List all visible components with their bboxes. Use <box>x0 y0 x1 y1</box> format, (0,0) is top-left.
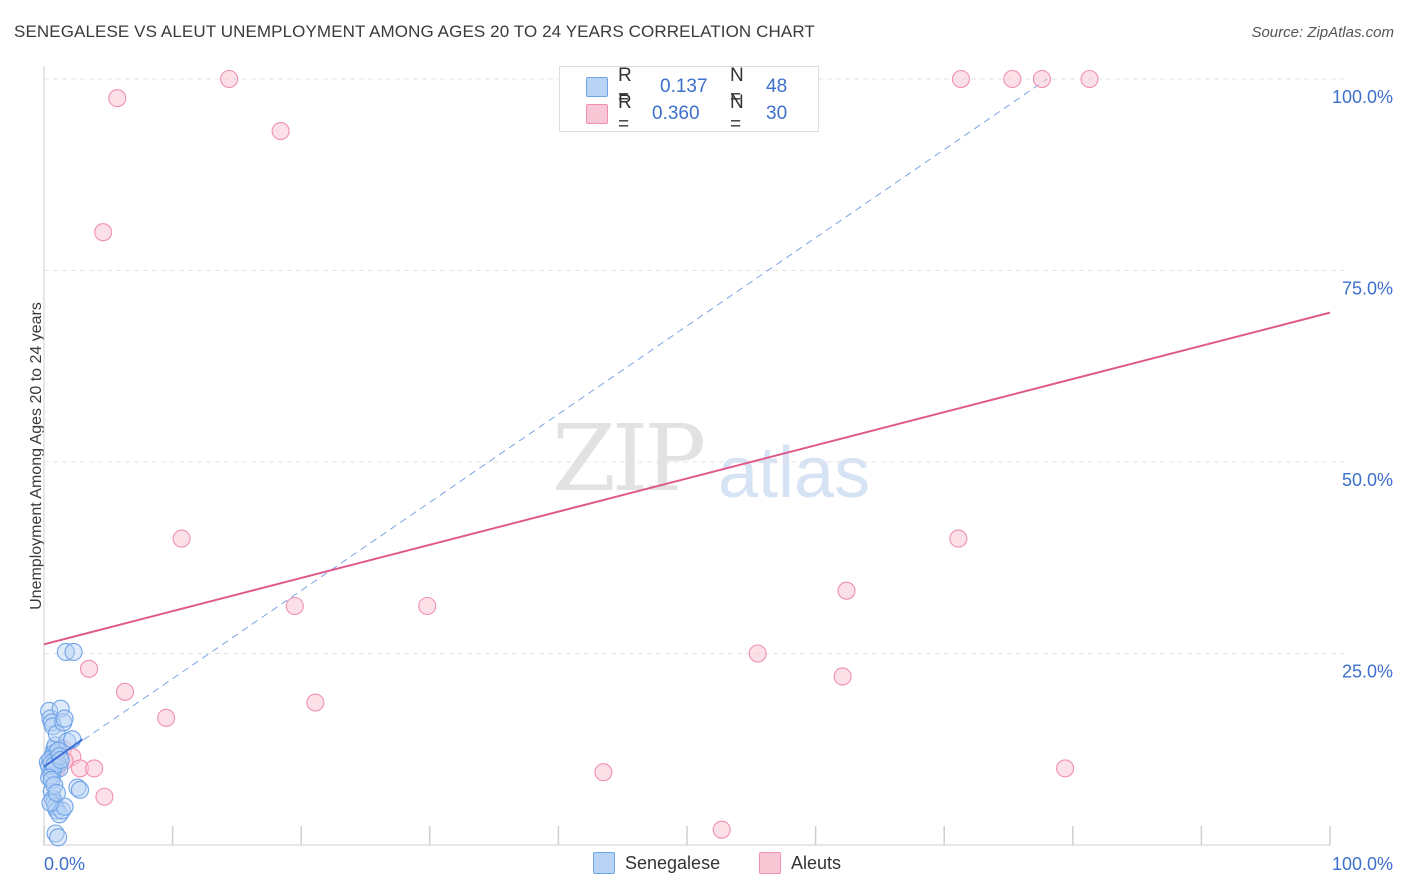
trend-line-senegalese-extended <box>43 78 1048 768</box>
point-senegalese <box>56 642 75 662</box>
legend-r-label: R = <box>618 65 632 108</box>
point-aleuts <box>1080 69 1099 89</box>
bottom-legend-label-senegalese: Senegalese <box>625 852 721 873</box>
point-aleuts <box>94 223 113 242</box>
point-aleuts <box>712 820 731 839</box>
source-label: Source: ZipAtlas.com <box>1251 24 1394 41</box>
chart-title: SENEGALESE VS ALEUT UNEMPLOYMENT AMONG A… <box>14 22 815 41</box>
point-aleuts <box>1056 759 1075 778</box>
legend-swatch-pink <box>586 104 608 124</box>
point-senegalese <box>47 783 66 802</box>
point-senegalese <box>64 642 83 662</box>
point-aleuts <box>949 529 968 548</box>
point-aleuts <box>108 89 127 108</box>
x-tick-label: 100.0% <box>1332 854 1393 874</box>
point-aleuts <box>837 581 856 600</box>
trend-line-senegalese <box>43 738 84 768</box>
watermark-atlas: atlas <box>718 433 871 513</box>
legend-r-value: 0.137 <box>660 76 708 97</box>
point-senegalese <box>55 709 74 728</box>
point-aleuts <box>951 69 970 89</box>
point-senegalese <box>49 828 68 847</box>
y-tick-label: 25.0% <box>1342 662 1393 682</box>
x-tick-label: 0.0% <box>44 854 85 874</box>
point-aleuts <box>1032 69 1051 89</box>
point-aleuts <box>1003 69 1022 89</box>
point-senegalese <box>70 780 90 799</box>
point-aleuts <box>594 763 613 782</box>
bottom-legend-senegalese: Senegalese <box>593 852 720 874</box>
point-aleuts <box>85 759 104 778</box>
point-aleuts <box>95 787 114 806</box>
point-senegalese <box>63 730 82 749</box>
legend-r-label: R = <box>618 92 632 135</box>
point-senegalese <box>40 701 59 721</box>
point-senegalese <box>68 778 87 797</box>
y-tick-label: 100.0% <box>1332 87 1393 107</box>
legend-n-value: 48 <box>766 76 788 97</box>
point-aleuts <box>748 644 767 663</box>
point-aleuts <box>285 596 304 616</box>
bottom-legend-swatch-blue <box>593 852 615 874</box>
point-aleuts <box>115 682 135 701</box>
point-aleuts <box>833 667 852 686</box>
point-aleuts <box>220 69 239 89</box>
legend-n-value: 30 <box>766 103 788 124</box>
point-aleuts <box>79 659 99 678</box>
legend-swatch-blue <box>586 77 608 97</box>
point-senegalese <box>51 699 70 718</box>
point-aleuts <box>157 708 176 727</box>
point-senegalese <box>55 797 74 816</box>
y-tick-label: 75.0% <box>1342 279 1393 299</box>
bottom-legend-label-aleuts: Aleuts <box>791 852 842 873</box>
legend-r-value: 0.360 <box>652 103 700 124</box>
point-aleuts <box>418 596 437 616</box>
legend-n-label: N = <box>730 65 744 108</box>
legend-n-label: N = <box>730 92 744 135</box>
y-tick-label: 50.0% <box>1342 470 1393 490</box>
correlation-legend: R = 0.137 N = 48 R = 0.360 N = 30 <box>559 65 819 135</box>
trend-line-aleuts <box>43 311 1331 646</box>
bottom-legend-swatch-pink <box>759 852 781 874</box>
bottom-legend-aleuts: Aleuts <box>759 852 841 874</box>
point-aleuts <box>271 122 290 141</box>
point-senegalese <box>41 793 60 812</box>
point-aleuts <box>172 529 191 548</box>
point-aleuts <box>306 693 325 712</box>
